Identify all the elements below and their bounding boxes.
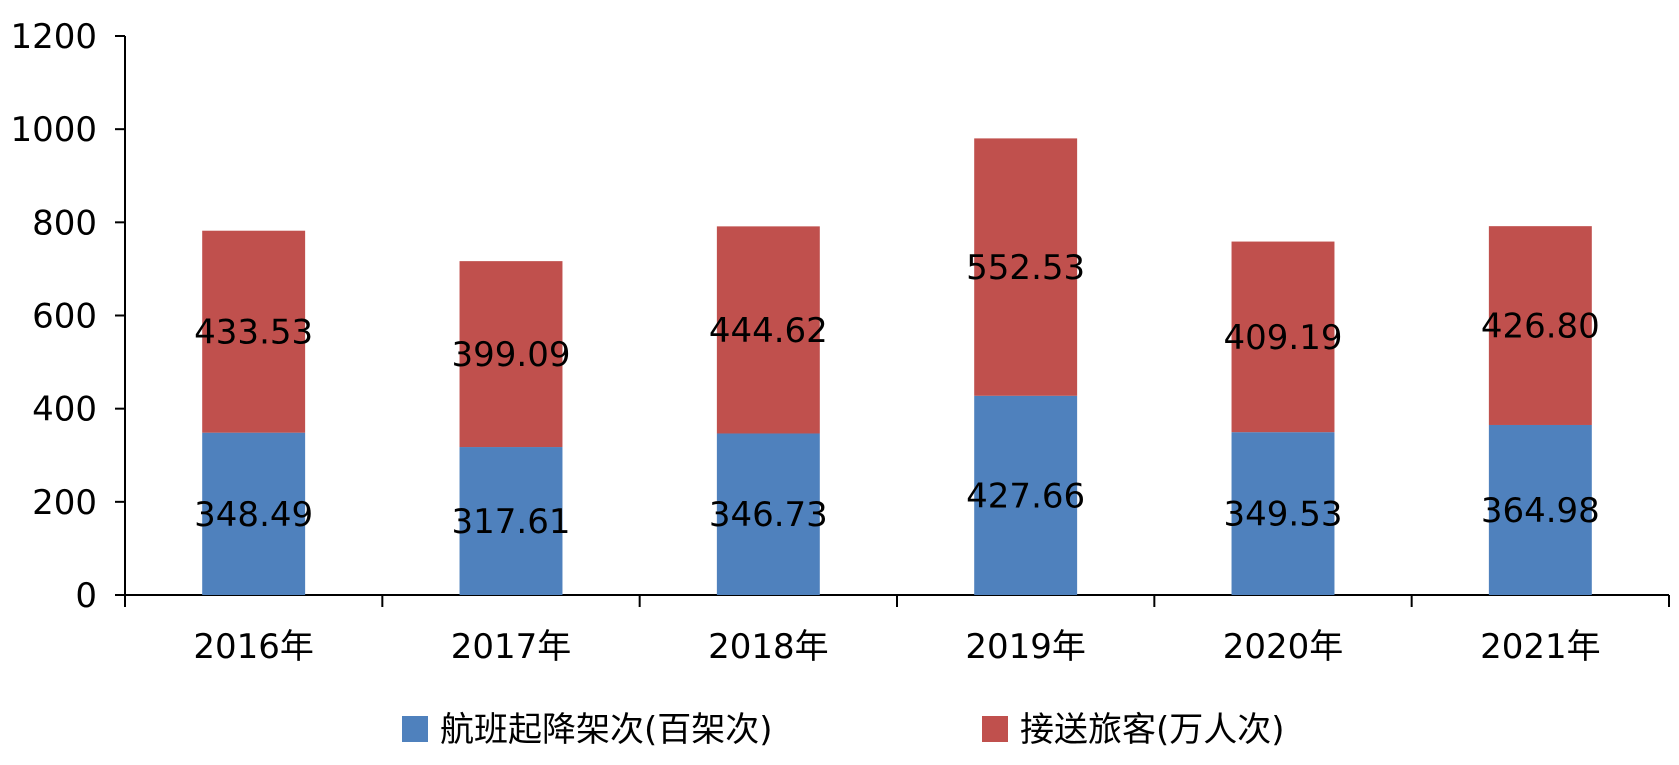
data-label: 427.66 [966, 476, 1085, 516]
data-label: 399.09 [452, 335, 571, 375]
y-tick-label: 600 [32, 297, 97, 337]
x-tick-label: 2018年 [708, 627, 829, 667]
bar-flights [459, 447, 563, 595]
y-tick-label: 800 [32, 203, 97, 243]
data-label: 349.53 [1224, 495, 1343, 535]
y-axis: 0 200 400 600 800 1000 1200 [10, 17, 126, 616]
data-label: 317.61 [452, 502, 571, 542]
legend-item: 航班起降架次(百架次) [402, 710, 773, 750]
bar-passengers [202, 230, 306, 433]
bar-flights [202, 432, 306, 595]
data-label: 364.98 [1481, 491, 1600, 531]
bar-flights [1488, 424, 1592, 595]
bar-flights [974, 395, 1078, 595]
bar-flights [1231, 432, 1335, 595]
data-label: 552.53 [966, 248, 1085, 288]
data-label: 346.73 [709, 495, 828, 535]
bar-passengers [1488, 226, 1592, 425]
y-tick-label: 1000 [10, 110, 97, 150]
legend-item: 接送旅客(万人次) [982, 710, 1285, 750]
data-labels: 348.49 433.53 317.61 399.09 346.73 444.62 427.… [194, 248, 1600, 542]
bars [202, 138, 1592, 595]
x-tick-label: 2020年 [1223, 627, 1344, 667]
legend-label: 接送旅客(万人次) [1020, 710, 1285, 750]
y-tick-label: 400 [32, 390, 97, 430]
data-label: 433.53 [194, 313, 313, 353]
legend-swatch [402, 716, 428, 742]
x-tick-label: 2019年 [965, 627, 1086, 667]
data-label: 409.19 [1224, 318, 1343, 358]
bar-passengers [1231, 241, 1335, 433]
bar-passengers [459, 261, 563, 448]
y-tick-label: 1200 [10, 17, 97, 57]
bar-flights [716, 433, 820, 595]
x-tick-label: 2021年 [1480, 627, 1601, 667]
x-tick-label: 2017年 [451, 627, 572, 667]
legend-label: 航班起降架次(百架次) [440, 710, 773, 750]
data-label: 444.62 [709, 311, 828, 351]
data-label: 348.49 [194, 495, 313, 535]
legend-swatch [982, 716, 1008, 742]
bar-passengers [716, 226, 820, 434]
x-tick-label: 2016年 [193, 627, 314, 667]
y-tick-label: 0 [75, 576, 97, 616]
data-label: 426.80 [1481, 307, 1600, 347]
bar-passengers [974, 138, 1078, 396]
y-tick-label: 200 [32, 483, 97, 523]
x-axis: 2016年 2017年 2018年 2019年 2020年 2021年 [124, 594, 1670, 667]
legend: 航班起降架次(百架次) 接送旅客(万人次) [402, 710, 1285, 750]
